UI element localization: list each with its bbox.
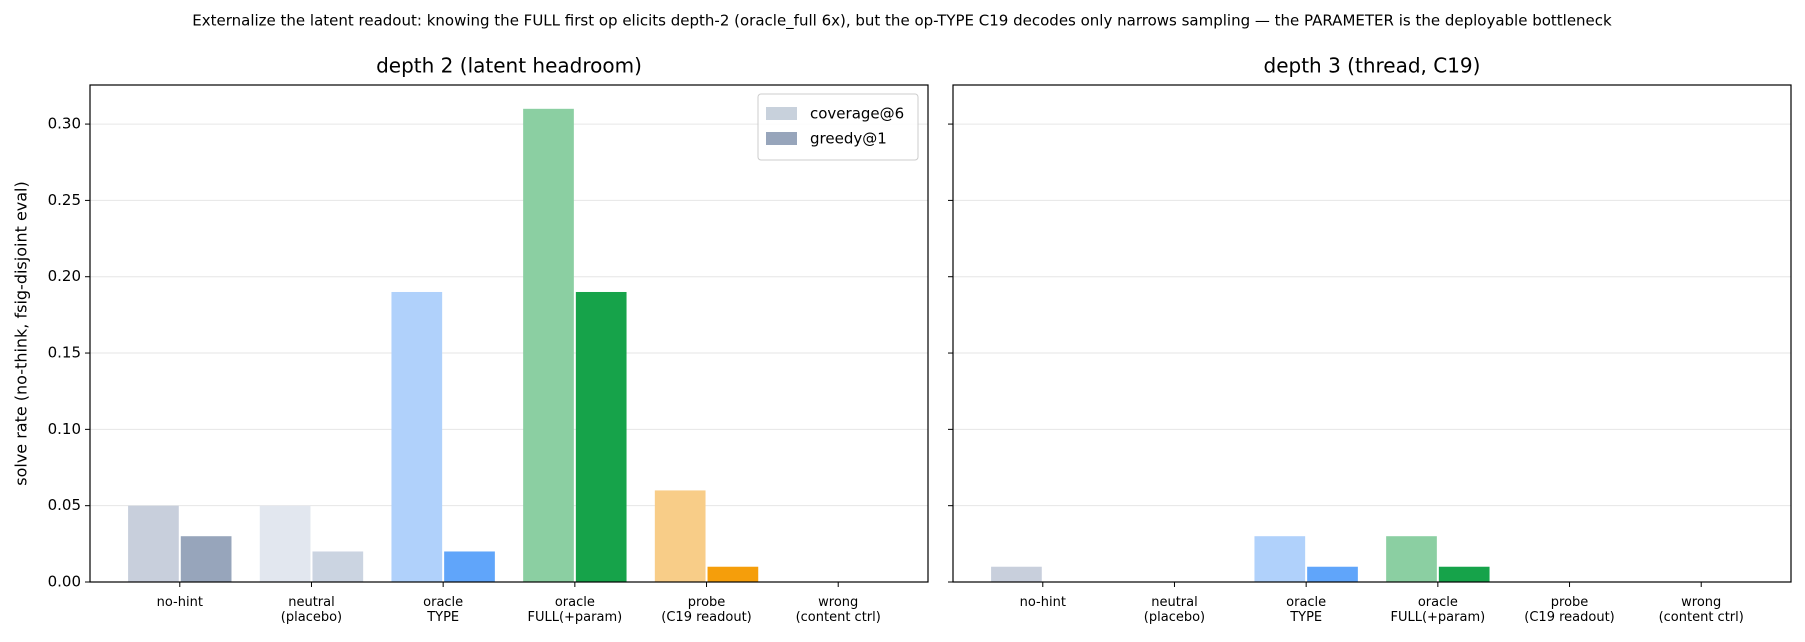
x-tick-label: probe (C19 readout) (661, 595, 751, 625)
y-tick-label: 0.05 (48, 496, 81, 514)
x-tick-label: oracle TYPE (1286, 595, 1326, 625)
y-tick-label: 0.00 (48, 573, 81, 591)
bar (128, 505, 179, 582)
x-tick-label-line: TYPE (1289, 610, 1322, 625)
plot-frame (952, 84, 1792, 583)
x-tick-label: oracle TYPE (423, 595, 463, 625)
x-tick-label: neutral (placebo) (281, 595, 342, 625)
x-tick-label-line: neutral (1151, 595, 1198, 610)
x-tick-label: no-hint (157, 595, 203, 610)
x-tick-label-line: TYPE (426, 610, 459, 625)
legend-swatch (766, 132, 797, 145)
x-tick-label-line: probe (688, 595, 726, 610)
legend-label: greedy@1 (810, 130, 887, 148)
x-tick-label-line: (placebo) (1144, 610, 1205, 625)
y-tick-label: 0.20 (48, 267, 81, 285)
legend-swatch (766, 107, 797, 120)
legend-label: coverage@6 (810, 105, 904, 123)
x-tick-label-line: (placebo) (281, 610, 342, 625)
y-tick-label: 0.25 (48, 191, 81, 209)
bar (1307, 566, 1358, 582)
x-tick-label-line: (C19 readout) (1524, 610, 1614, 625)
bar (523, 108, 574, 582)
x-tick-label-line: (content ctrl) (1659, 610, 1744, 625)
x-tick-label-line: oracle (1418, 595, 1458, 610)
x-tick-label-line: probe (1551, 595, 1589, 610)
x-tick-label: oracle FULL(+param) (527, 595, 622, 625)
subplot-title: depth 3 (thread, C19) (1264, 54, 1481, 78)
x-tick-label-line: (content ctrl) (796, 610, 881, 625)
x-tick-label: oracle FULL(+param) (1390, 595, 1485, 625)
bar (707, 566, 759, 582)
x-tick-label-line: oracle (423, 595, 463, 610)
y-tick-label: 0.10 (48, 420, 81, 438)
x-tick-label: probe (C19 readout) (1524, 595, 1614, 625)
y-tick-label: 0.30 (48, 115, 81, 133)
x-tick-label-line: FULL(+param) (1390, 610, 1485, 625)
bar (575, 291, 627, 582)
bar (1386, 536, 1437, 582)
x-tick-label-line: no-hint (157, 595, 203, 610)
y-axis-label: solve rate (no-think, fsig-disjoint eval… (12, 181, 31, 486)
y-tick-label: 0.15 (48, 344, 81, 362)
x-tick-label-line: oracle (555, 595, 595, 610)
x-tick-label-line: (C19 readout) (661, 610, 751, 625)
x-tick-label: wrong (content ctrl) (796, 595, 881, 625)
x-tick-label-line: wrong (818, 595, 858, 610)
bar (991, 566, 1042, 582)
figure-title: Externalize the latent readout: knowing … (192, 12, 1612, 31)
x-tick-label-line: oracle (1286, 595, 1326, 610)
bar (180, 536, 232, 582)
x-tick-label-line: FULL(+param) (527, 610, 622, 625)
plot-frame (89, 84, 929, 583)
bar (1438, 566, 1490, 582)
x-tick-label: no-hint (1020, 595, 1066, 610)
subplot-title: depth 2 (latent headroom) (376, 54, 642, 78)
x-tick-label-line: neutral (288, 595, 335, 610)
x-tick-label-line: wrong (1681, 595, 1721, 610)
x-tick-label: wrong (content ctrl) (1659, 595, 1744, 625)
bar (654, 490, 706, 582)
x-tick-label-line: no-hint (1020, 595, 1066, 610)
legend-box (757, 93, 919, 161)
bar (1254, 536, 1306, 582)
x-tick-label: neutral (placebo) (1144, 595, 1205, 625)
bar (391, 291, 443, 582)
bar (259, 505, 311, 582)
bar (312, 551, 364, 582)
bar (444, 551, 495, 582)
